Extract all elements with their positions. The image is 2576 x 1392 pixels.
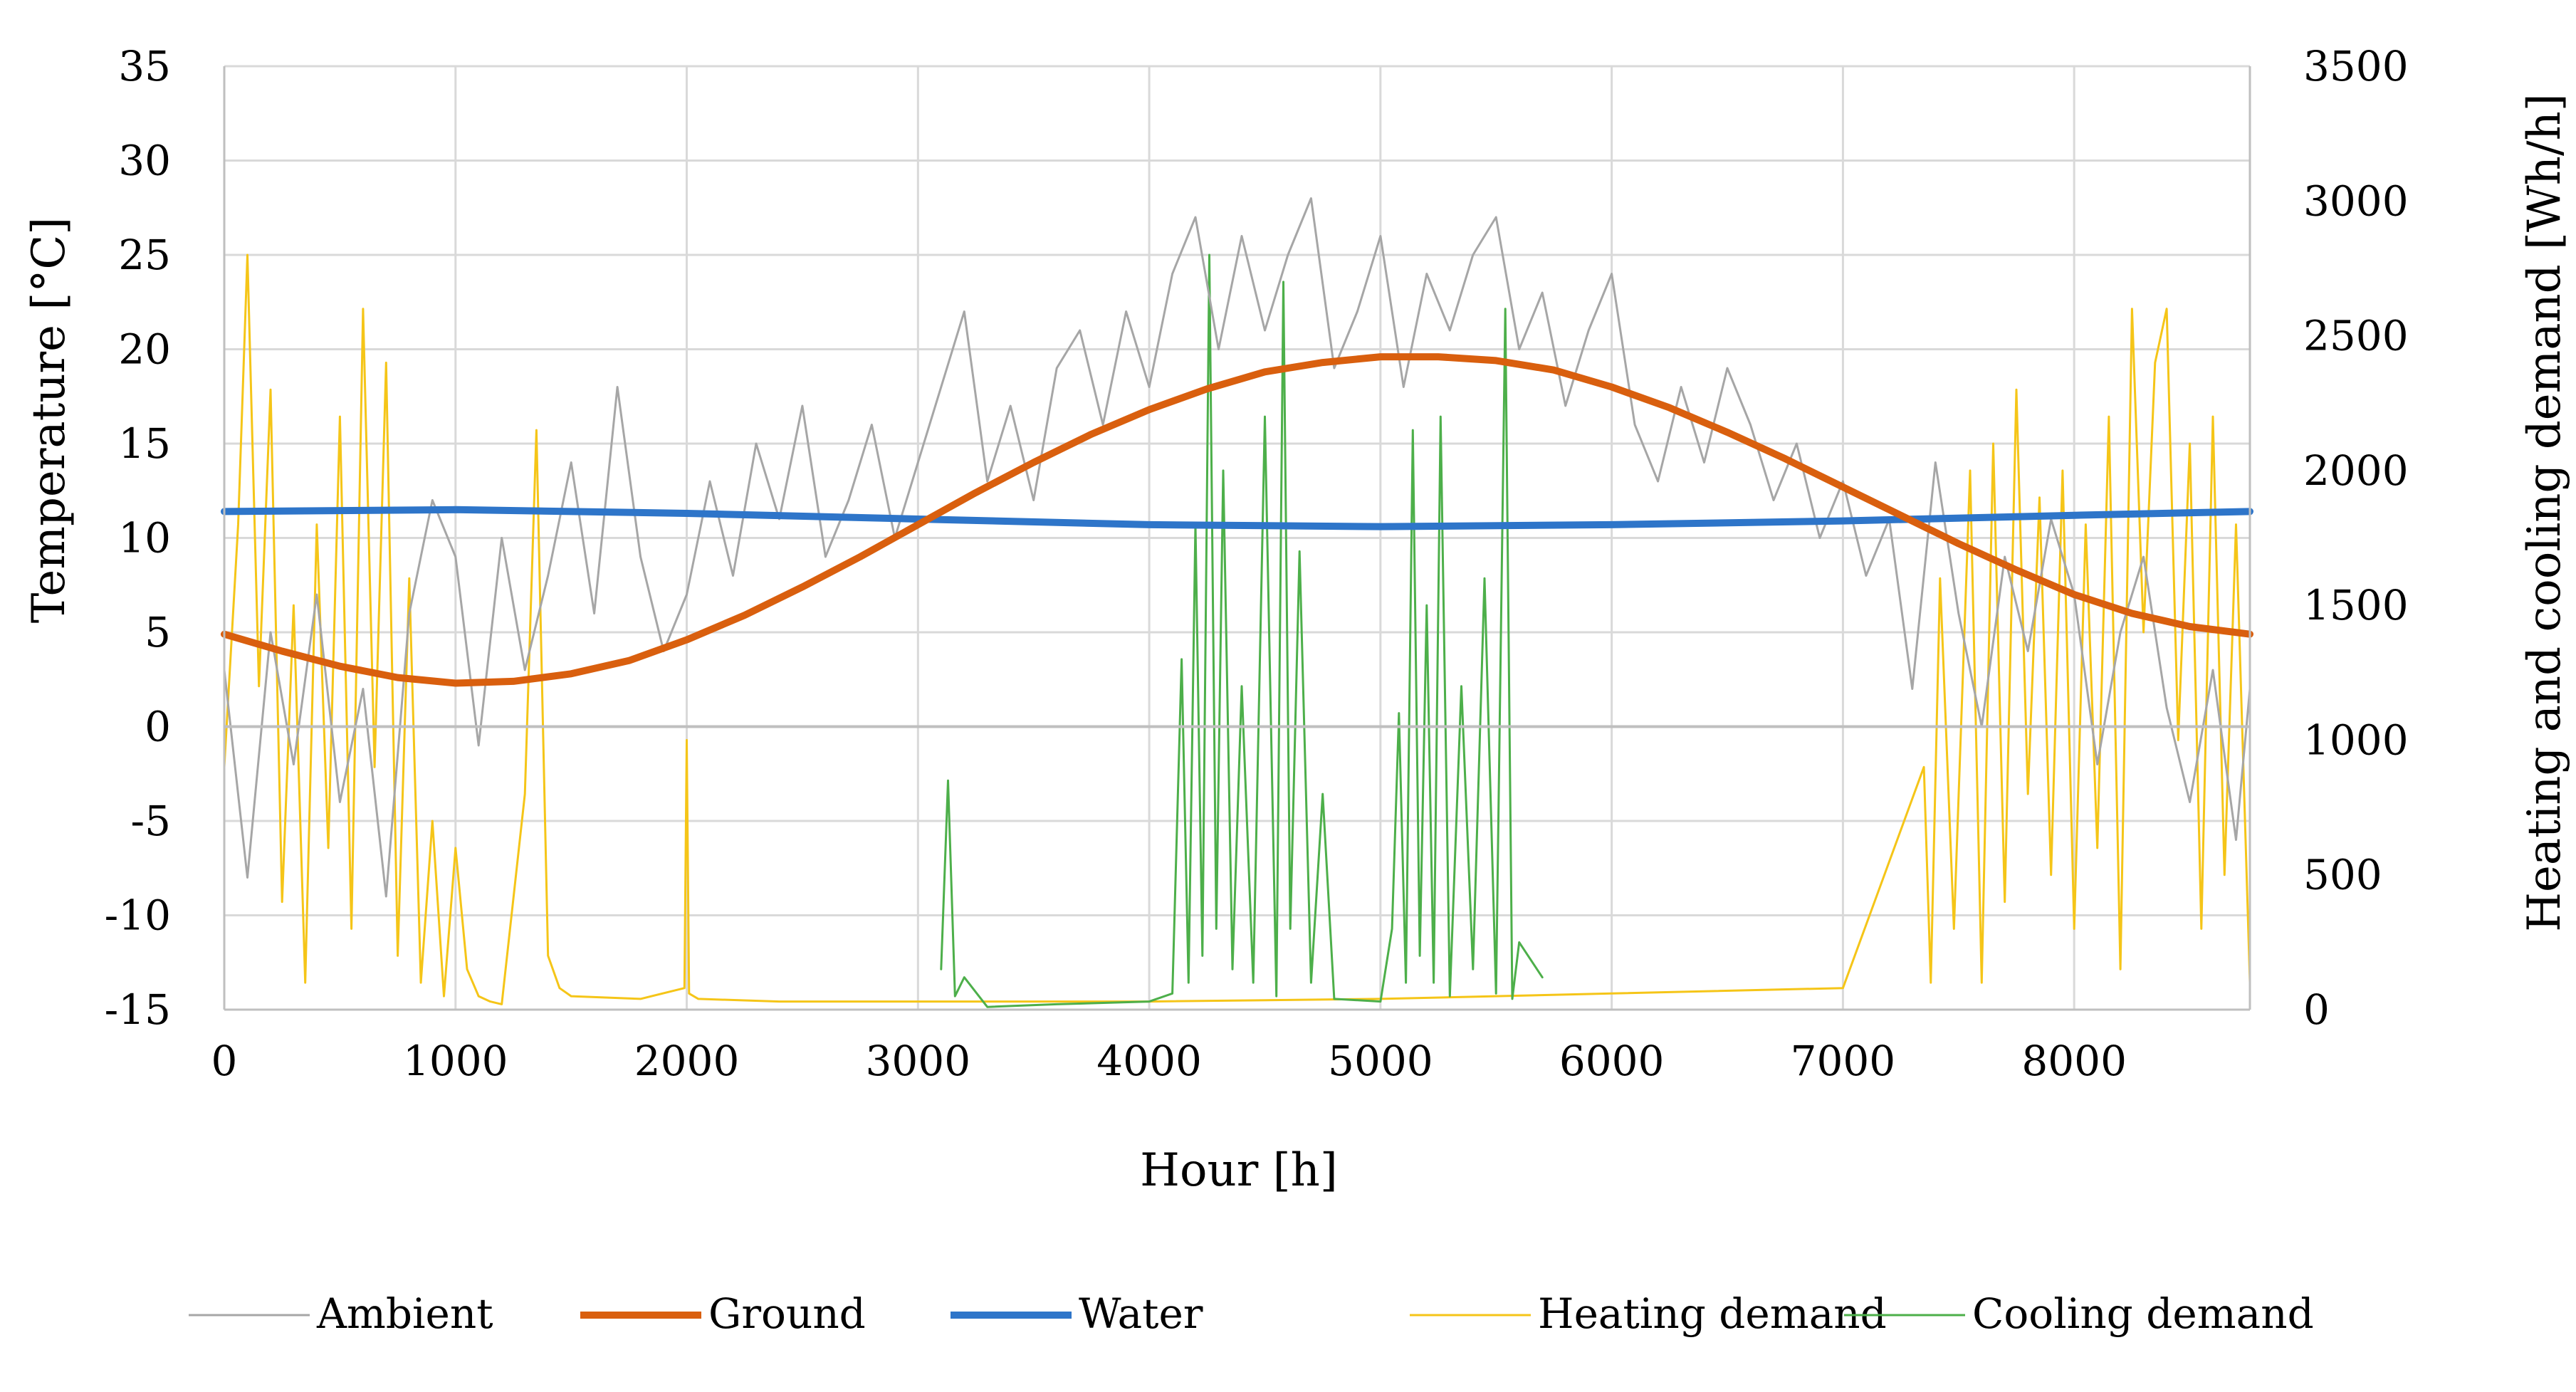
series-line-ground [221, 353, 2253, 687]
y-right-tick-label: 3500 [2303, 42, 2409, 90]
y-left-tick-label: 25 [118, 231, 171, 279]
series-line-heating-demand [223, 253, 2251, 1005]
y-right-tick-label: 1500 [2303, 581, 2409, 629]
y-right-tick-label: 2000 [2303, 446, 2409, 495]
series-line-water [221, 506, 2253, 530]
y-left-tick-label: 15 [118, 419, 171, 468]
x-tick-label: 7000 [1791, 1037, 1896, 1085]
series-layer [221, 197, 2253, 1008]
y-left-tick-label: 5 [145, 608, 171, 656]
x-axis-label: Hour [h] [1140, 1144, 1338, 1197]
y-right-tick-label: 2500 [2303, 312, 2409, 360]
legend-label: Heating demand [1538, 1289, 1887, 1338]
x-tick-label: 6000 [1559, 1037, 1665, 1085]
x-tick-label: 2000 [634, 1037, 740, 1085]
y-left-tick-label: -15 [105, 985, 171, 1034]
y-left-tick-label: 30 [118, 137, 171, 185]
x-tick-label: 1000 [403, 1037, 508, 1085]
legend-label: Cooling demand [1972, 1289, 2314, 1338]
y-left-tick-label: -10 [105, 891, 171, 940]
y-axis-label-left: Temperature [°C] [23, 217, 75, 624]
x-tick-label: 4000 [1096, 1037, 1202, 1085]
x-tick-label: 5000 [1328, 1037, 1433, 1085]
y-left-tick-label: 35 [118, 42, 171, 90]
x-tick-label: 8000 [2021, 1037, 2127, 1085]
y-left-tick-label: 20 [118, 325, 171, 374]
series-line-cooling-demand [940, 253, 1544, 1008]
y-right-tick-label: 0 [2303, 985, 2330, 1034]
y-right-tick-label: 3000 [2303, 177, 2409, 225]
x-tick-label: 0 [211, 1037, 238, 1085]
axes [223, 66, 2251, 1011]
y-left-tick-label: 0 [145, 703, 171, 751]
y-right-tick-label: 1000 [2303, 716, 2409, 764]
y-axis-label-right: Heating and cooling demand [Wh/h] [2518, 93, 2571, 932]
y-left-tick-label: -5 [131, 797, 172, 845]
legend-label: Ground [708, 1289, 866, 1338]
tick-labels: -15 -10 -5 0 5 10 15 20 25 30 35 0 500 1000 1500 2000 25… [105, 42, 2409, 1085]
legend: Ambient Ground Water Heating demand Cooling … [189, 1289, 2314, 1338]
series-line-ambient [223, 197, 2251, 898]
x-tick-label: 3000 [866, 1037, 971, 1085]
y-right-tick-label: 500 [2303, 851, 2382, 899]
legend-label: Ambient [316, 1289, 493, 1338]
y-left-tick-label: 10 [118, 514, 171, 562]
legend-label: Water [1079, 1289, 1203, 1338]
